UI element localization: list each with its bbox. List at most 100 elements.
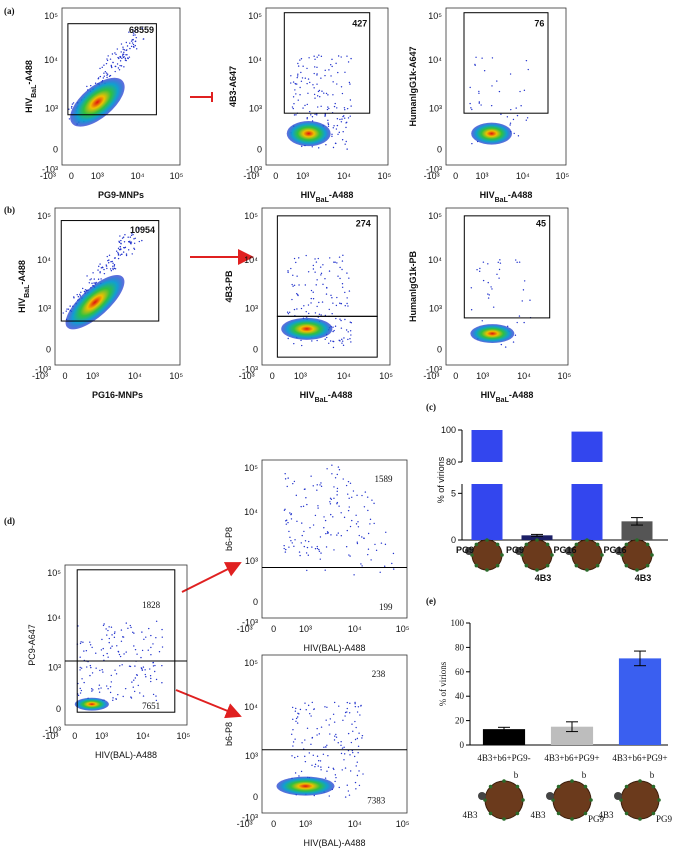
- event-dot: [336, 107, 338, 109]
- event-dot: [90, 666, 92, 669]
- event-dot: [335, 736, 338, 738]
- y-axis-label: b6-P8: [224, 527, 234, 551]
- event-dot: [304, 739, 306, 741]
- event-dot: [478, 270, 481, 273]
- event-dot: [149, 675, 152, 677]
- event-dot: [79, 295, 82, 297]
- event-dot: [345, 484, 348, 487]
- x-tick-label: 10⁵: [176, 731, 190, 741]
- event-dot: [292, 745, 294, 747]
- event-dot: [296, 293, 298, 295]
- event-dot: [304, 284, 307, 286]
- event-dot: [316, 489, 318, 491]
- event-dot: [349, 482, 352, 484]
- event-dot: [310, 715, 312, 717]
- event-dot: [80, 667, 83, 669]
- event-dot: [341, 139, 344, 141]
- plot-frame: [261, 654, 408, 814]
- event-dot: [361, 494, 363, 497]
- x-tick-label: 10⁴: [517, 371, 531, 381]
- spike: [545, 563, 550, 568]
- event-dot: [113, 257, 116, 259]
- y-tick-label: -10³: [42, 165, 58, 175]
- event-dot: [500, 343, 503, 346]
- event-dot: [292, 728, 294, 731]
- event-dot: [343, 746, 345, 749]
- event-dot: [337, 71, 339, 74]
- event-dot: [128, 31, 130, 33]
- event-dot: [317, 257, 319, 260]
- spike: [635, 568, 639, 572]
- y-axis-label: HIVBaL-A488: [24, 60, 38, 113]
- event-dot: [303, 305, 305, 307]
- event-dot: [80, 689, 83, 692]
- y-tick-label: 0: [253, 344, 258, 354]
- event-dot: [317, 106, 319, 108]
- event-dot: [130, 626, 132, 629]
- event-dot: [161, 646, 164, 648]
- event-dot: [352, 751, 354, 754]
- event-dot: [341, 283, 344, 285]
- event-dot: [370, 559, 372, 561]
- bar: [618, 658, 662, 745]
- event-dot: [291, 706, 294, 709]
- event-dot: [355, 514, 357, 516]
- event-dot: [287, 337, 289, 340]
- x-axis-label-part: -A488: [328, 390, 353, 400]
- event-dot: [123, 653, 125, 655]
- event-dot: [346, 707, 348, 710]
- y-axis-label-part: HIV: [17, 298, 27, 313]
- event-dot: [71, 105, 73, 108]
- error-bar: [631, 517, 643, 526]
- event-dot: [470, 287, 473, 289]
- event-dot: [290, 518, 293, 520]
- event-dot: [133, 632, 135, 634]
- y-tick-label: 10³: [48, 662, 61, 672]
- event-dot: [366, 496, 369, 498]
- event-dot: [352, 490, 355, 492]
- event-dot: [491, 57, 494, 59]
- event-dot: [117, 254, 120, 256]
- x-axis-label-part: HIV: [300, 390, 315, 400]
- event-dot: [101, 266, 104, 268]
- y-tick-label: -10³: [426, 365, 442, 375]
- event-dot: [316, 74, 318, 76]
- event-dot: [347, 480, 350, 483]
- event-dot: [106, 73, 109, 75]
- event-dot: [354, 781, 357, 784]
- y-tick-label: 0: [460, 740, 465, 750]
- event-dot: [318, 54, 320, 56]
- event-dot: [523, 280, 526, 282]
- event-dot: [313, 93, 316, 96]
- event-dot: [304, 488, 306, 490]
- event-dot: [323, 92, 325, 94]
- event-dot: [133, 248, 136, 250]
- error-bar: [531, 533, 543, 537]
- x-axis-label: HIV(BAL)-A488: [303, 838, 365, 848]
- event-dot: [296, 76, 298, 79]
- y-tick-label: 10³: [249, 103, 262, 113]
- event-dot: [91, 672, 94, 674]
- event-dot: [336, 262, 338, 264]
- event-dot: [338, 131, 340, 134]
- event-dot: [314, 548, 317, 550]
- event-dot: [295, 114, 297, 116]
- event-dot: [326, 744, 328, 746]
- event-dot: [147, 649, 149, 651]
- event-dot: [373, 522, 375, 525]
- event-dot: [327, 532, 330, 534]
- panel-label: (c): [426, 402, 436, 412]
- plot-frame: [64, 564, 188, 726]
- x-tick-label: -10³: [424, 171, 440, 181]
- event-dot: [324, 69, 326, 72]
- event-dot: [361, 737, 363, 739]
- x-axis-label-part: BaL: [316, 197, 330, 204]
- event-dot: [94, 82, 97, 84]
- event-dot: [356, 494, 358, 497]
- event-dot: [299, 708, 302, 711]
- event-dot: [112, 697, 114, 699]
- x-tick-label: 10³: [95, 731, 108, 741]
- event-dot: [349, 770, 352, 772]
- event-dot: [124, 57, 127, 60]
- event-dot: [334, 261, 336, 263]
